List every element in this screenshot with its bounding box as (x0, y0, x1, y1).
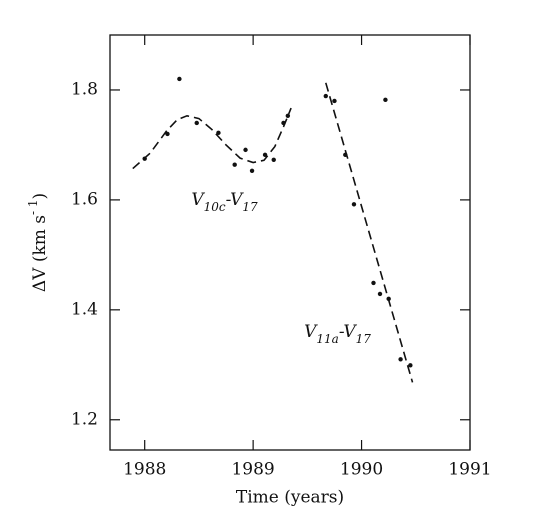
y-tick-label: 1.4 (71, 299, 98, 319)
y-tick-label: 1.6 (71, 189, 98, 209)
y-tick-label: 1.8 (71, 79, 98, 99)
data-point (177, 76, 182, 82)
plot-frame (109, 34, 471, 451)
y-axis-label: ΔV (km s- 1) (26, 193, 50, 292)
annotation-part: V (304, 321, 318, 341)
y-axis-label-part: ΔV (km s (30, 215, 50, 292)
data-point (194, 120, 199, 126)
data-point (332, 98, 337, 104)
data-point (165, 131, 170, 137)
data-point (351, 202, 357, 207)
x-tick-label: 1988 (123, 460, 166, 480)
data-point (383, 97, 388, 103)
data-point (262, 152, 268, 158)
y-axis-label-part: ) (30, 193, 50, 200)
y-tick-label: 1.2 (71, 409, 98, 429)
annotation-part: -V (226, 189, 245, 209)
x-tick-label: 1989 (231, 460, 274, 480)
data-point (249, 168, 255, 173)
x-tick-label: 1990 (340, 460, 383, 480)
annotation-part: 17 (242, 199, 258, 213)
data-point (232, 162, 237, 167)
data-point (285, 113, 291, 119)
annotation-part: -V (339, 321, 358, 341)
fit-curve (325, 82, 414, 383)
annotation: V10c-V17 (191, 189, 258, 213)
data-point (323, 93, 328, 99)
data-point (371, 280, 376, 286)
annotation-part: 11a (316, 331, 338, 345)
annotation: V11a-V17 (304, 321, 371, 345)
data-point (216, 130, 221, 136)
data-point (398, 357, 403, 362)
data-point (377, 291, 383, 297)
x-axis-label: Time (years) (236, 488, 344, 508)
annotation-part: 10c (204, 199, 226, 213)
fit-curve (132, 107, 292, 170)
y-axis-label-part: - 1 (26, 199, 40, 215)
x-tick-label: 1991 (448, 460, 491, 480)
data-point (408, 363, 413, 368)
annotation-part: V (191, 189, 205, 209)
data-point (271, 157, 276, 162)
data-point (243, 147, 248, 153)
annotation-part: 17 (356, 331, 372, 345)
